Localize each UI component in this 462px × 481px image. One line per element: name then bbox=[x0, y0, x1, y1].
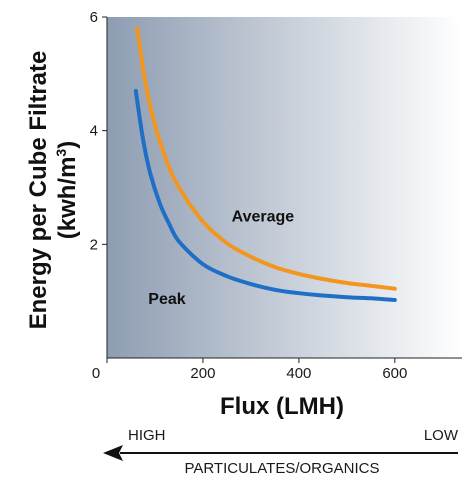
annotation-peak: Peak bbox=[148, 291, 185, 308]
x-tick-label: 200 bbox=[190, 365, 215, 382]
series-line-peak bbox=[133, 88, 397, 302]
left-arrow-icon bbox=[103, 445, 458, 461]
y-tick-label: 4 bbox=[90, 123, 98, 140]
x-tick-label: 600 bbox=[382, 365, 407, 382]
footer-caption: PARTICULATES/ORGANICS bbox=[184, 460, 379, 477]
y-unit-suffix: ) bbox=[54, 141, 81, 149]
plot-background bbox=[107, 17, 462, 358]
series-line-average bbox=[135, 26, 397, 291]
y-tick-label: 6 bbox=[90, 9, 98, 26]
y-axis-label-unit: (kwh/m3) bbox=[53, 141, 81, 239]
y-tick-label: 2 bbox=[90, 236, 98, 253]
y-unit-prefix: (kwh/m bbox=[54, 157, 81, 240]
annotations: Average Peak bbox=[148, 209, 294, 308]
x-tick-label: 0 bbox=[92, 365, 100, 382]
y-axis-label-line1: Energy per Cube Filtrate bbox=[25, 51, 52, 330]
y-axis-label: Energy per Cube Filtrate (kwh/m3) bbox=[25, 51, 81, 330]
footer-low-label: LOW bbox=[424, 427, 459, 444]
footer-high-label: HIGH bbox=[128, 427, 166, 444]
series-lines bbox=[133, 26, 397, 302]
x-axis-label: Flux (LMH) bbox=[220, 393, 344, 420]
x-tick-label: 400 bbox=[286, 365, 311, 382]
axis-ticks: 0 200 400 600 2 4 6 bbox=[90, 9, 408, 382]
y-unit-superscript: 3 bbox=[53, 149, 69, 157]
annotation-average: Average bbox=[232, 209, 295, 226]
